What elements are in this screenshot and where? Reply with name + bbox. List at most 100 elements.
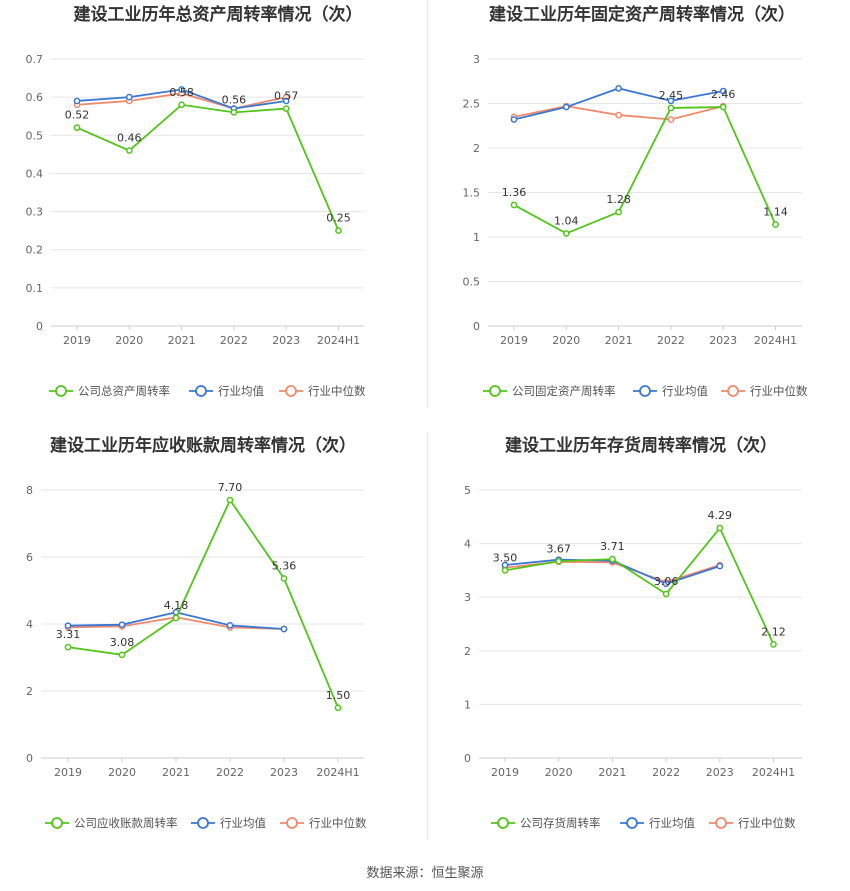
x-tick-label: 2020 — [545, 766, 573, 779]
chart-title: 建设工业历年固定资产周转率情况（次） — [489, 4, 795, 25]
data-point-avg — [615, 85, 622, 92]
legend-label: 行业中位数 — [750, 384, 808, 398]
data-point-avg — [280, 625, 288, 633]
vertical-divider-top — [427, 0, 428, 408]
data-label: 1.28 — [606, 193, 631, 206]
x-tick-label: 2023 — [272, 334, 300, 347]
y-tick-label: 2.5 — [463, 98, 481, 111]
legend-item-median: 行业中位数 — [280, 816, 367, 830]
legend-label: 公司固定资产周转率 — [512, 384, 616, 398]
data-label: 0.46 — [117, 132, 142, 145]
legend-marker — [715, 817, 727, 829]
y-tick-label: 8 — [26, 484, 33, 497]
data-point-company — [280, 575, 288, 582]
legend-label: 行业均值 — [218, 384, 264, 398]
x-tick-label: 2024H1 — [752, 766, 795, 779]
chart-title: 建设工业历年存货周转率情况（次） — [505, 435, 777, 456]
data-label: 0.58 — [169, 86, 194, 99]
data-point-avg — [73, 97, 81, 105]
legend-item-company: 公司应收账款周转率 — [45, 816, 178, 830]
data-point-company — [125, 147, 133, 154]
series-line-company — [513, 106, 777, 235]
data-label: 0.25 — [326, 212, 351, 225]
x-tick-label: 2021 — [168, 334, 196, 347]
legend-marker — [197, 817, 209, 829]
data-point-company — [510, 201, 518, 209]
data-label: 3.71 — [600, 540, 625, 553]
legend-item-median: 行业中位数 — [279, 384, 366, 398]
data-point-avg — [662, 580, 670, 588]
data-point-company — [172, 614, 180, 622]
data-point-company — [230, 109, 238, 116]
data-point-company — [118, 651, 126, 659]
legend-label: 行业均值 — [649, 816, 695, 830]
y-tick-label: 3 — [473, 53, 480, 66]
y-tick-label: 1 — [473, 231, 480, 244]
y-tick-label: 1 — [464, 698, 471, 711]
data-point-avg — [510, 116, 518, 123]
x-tick-label: 2024H1 — [754, 334, 797, 347]
legend-marker — [51, 817, 63, 829]
data-point-avg — [226, 621, 234, 629]
data-point-company — [178, 101, 185, 109]
legend-label: 行业均值 — [220, 816, 266, 830]
data-point-company — [555, 557, 563, 565]
data-point-company — [64, 643, 72, 651]
data-label: 1.14 — [763, 206, 788, 219]
x-tick-label: 2023 — [709, 334, 737, 347]
y-tick-label: 0.6 — [26, 91, 44, 104]
data-point-company — [282, 105, 290, 112]
data-point-avg — [125, 93, 133, 101]
legend-marker — [626, 817, 638, 829]
x-tick-label: 2020 — [552, 334, 580, 347]
data-label: 2.46 — [711, 88, 736, 101]
data-label: 3.08 — [110, 636, 135, 649]
data-label: 5.36 — [272, 559, 297, 572]
data-label: 0.57 — [274, 90, 299, 103]
data-point-company — [667, 104, 675, 112]
data-point-company — [73, 124, 81, 132]
x-tick-label: 2024H1 — [317, 334, 360, 347]
data-point-company — [334, 704, 342, 712]
legend-item-company: 公司存货周转率 — [491, 816, 601, 830]
chart-title: 建设工业历年应收账款周转率情况（次） — [50, 435, 356, 456]
x-tick-label: 2019 — [500, 334, 528, 347]
data-label: 3.31 — [56, 628, 81, 641]
data-label: 3.50 — [493, 551, 518, 564]
x-tick-label: 2023 — [706, 766, 734, 779]
data-point-company — [770, 641, 777, 648]
legend-item-avg: 行业均值 — [189, 384, 264, 398]
data-point-company — [662, 590, 670, 598]
x-tick-label: 2024H1 — [316, 766, 359, 779]
x-tick-label: 2023 — [270, 766, 298, 779]
legend-item-avg: 行业均值 — [633, 384, 708, 398]
data-label: 0.56 — [222, 93, 247, 106]
series-line-company — [67, 498, 339, 709]
chart-panel-3: 建设工业历年应收账款周转率情况（次） 0 2 4 6 8 2019 2020 2021 2022 2… — [26, 435, 367, 830]
data-point-avg — [64, 622, 72, 630]
data-point-median — [667, 116, 675, 123]
vertical-divider-bottom — [427, 432, 428, 840]
legend-marker — [497, 817, 509, 829]
data-point-company — [609, 555, 616, 563]
legend-marker — [727, 385, 739, 397]
y-tick-label: 0 — [473, 320, 480, 333]
y-tick-label: 4 — [464, 538, 471, 551]
x-tick-label: 2021 — [598, 766, 626, 779]
data-point-company — [716, 524, 724, 532]
data-point-company — [501, 567, 509, 574]
data-label: 4.18 — [164, 599, 189, 612]
legend-label: 行业中位数 — [738, 816, 796, 830]
data-label: 1.50 — [326, 689, 351, 702]
y-tick-label: 2 — [473, 142, 480, 155]
legend-label: 公司存货周转率 — [520, 816, 601, 830]
data-label: 1.36 — [502, 186, 527, 199]
legend-item-company: 公司固定资产周转率 — [483, 384, 616, 398]
legend-label: 公司应收账款周转率 — [74, 816, 178, 830]
y-tick-label: 1.5 — [463, 187, 481, 200]
y-tick-label: 0.4 — [26, 167, 44, 180]
data-point-company — [615, 208, 622, 216]
x-tick-label: 2019 — [54, 766, 82, 779]
chart-title: 建设工业历年总资产周转率情况（次） — [74, 4, 363, 25]
